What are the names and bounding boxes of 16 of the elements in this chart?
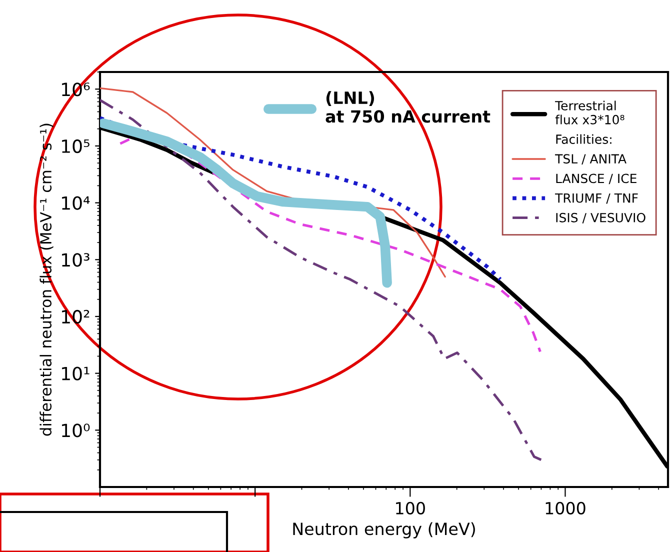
y-tick-label: 10⁵ xyxy=(62,139,90,154)
y-axis-title: differential neutron flux (MeV⁻¹ cm⁻² s⁻¹) xyxy=(40,124,54,436)
legend-label: TSL / ANITA xyxy=(555,154,626,165)
x-axis-title: Neutron energy (MeV) xyxy=(293,522,475,538)
legend-label: LANSCE / ICE xyxy=(556,174,636,184)
legend-label: (LNL) at 750 nA current xyxy=(326,91,490,123)
y-tick-label: 10¹ xyxy=(62,366,90,380)
x-tick-label: 100 xyxy=(396,502,425,514)
y-tick-label: 10⁴ xyxy=(62,196,90,210)
x-tick-label: 1000 xyxy=(546,502,586,514)
legend-label: Terrestrial flux x3*10⁸ xyxy=(555,100,624,124)
y-tick-label: 10³ xyxy=(62,253,90,267)
legend-title: Facilities: xyxy=(556,134,612,144)
legend-label: ISIS / VESUVIO xyxy=(556,212,646,224)
legend-label: TRIUMF / TNF xyxy=(555,193,638,204)
y-tick-label: 10⁰ xyxy=(62,424,90,438)
